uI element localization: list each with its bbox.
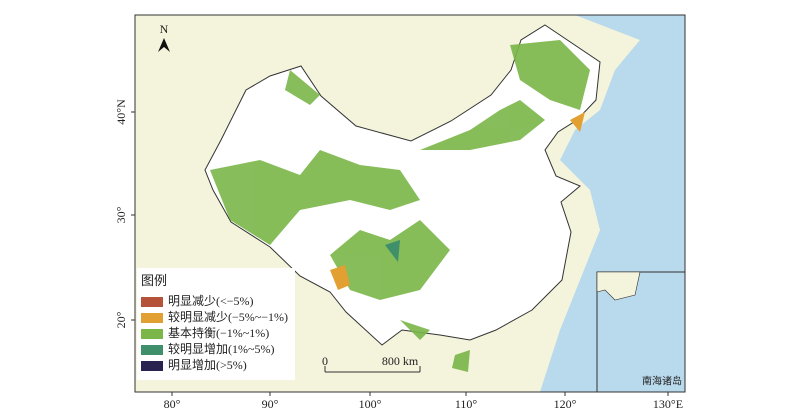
legend-label: 基本持衡(−1%~1%) [168, 325, 269, 340]
x-tick-label: 90° [262, 397, 279, 411]
legend-label: 较明显增加(1%~5%) [168, 341, 274, 356]
legend-box [137, 268, 295, 380]
decline-patches [330, 112, 585, 290]
y-tick-label: 30° [114, 206, 128, 223]
x-tick-label: 100° [359, 397, 382, 411]
north-arrow: N [158, 22, 170, 52]
y-tick-label: 40°N [114, 99, 128, 125]
x-tick-label: 130°E [653, 397, 683, 411]
scale-bar: 0 800 km [322, 354, 421, 373]
y-tick-label: 20° [114, 311, 128, 328]
legend-swatch [141, 361, 163, 371]
scale-start: 0 [322, 354, 328, 368]
inset-land [596, 271, 641, 301]
legend-label: 明显减少(<−5%) [168, 294, 254, 308]
legend-label: 较明显减少(−5%~−1%) [168, 309, 288, 324]
legend-swatch [141, 329, 163, 339]
scale-end: 800 km [382, 354, 419, 368]
map-border [134, 14, 686, 393]
legend-swatch [141, 345, 163, 355]
inset-label: 南海诸岛 [642, 374, 682, 387]
legend-label: 明显增加(>5%) [168, 358, 247, 372]
legend-title: 图例 [141, 273, 167, 288]
vegetation-patches [210, 40, 590, 372]
north-label: N [160, 22, 169, 36]
legend-swatch [141, 297, 163, 307]
x-tick-label: 120° [554, 397, 577, 411]
x-tick-label: 110° [455, 397, 478, 411]
legend-swatch [141, 313, 163, 323]
x-tick-label: 80° [164, 397, 181, 411]
